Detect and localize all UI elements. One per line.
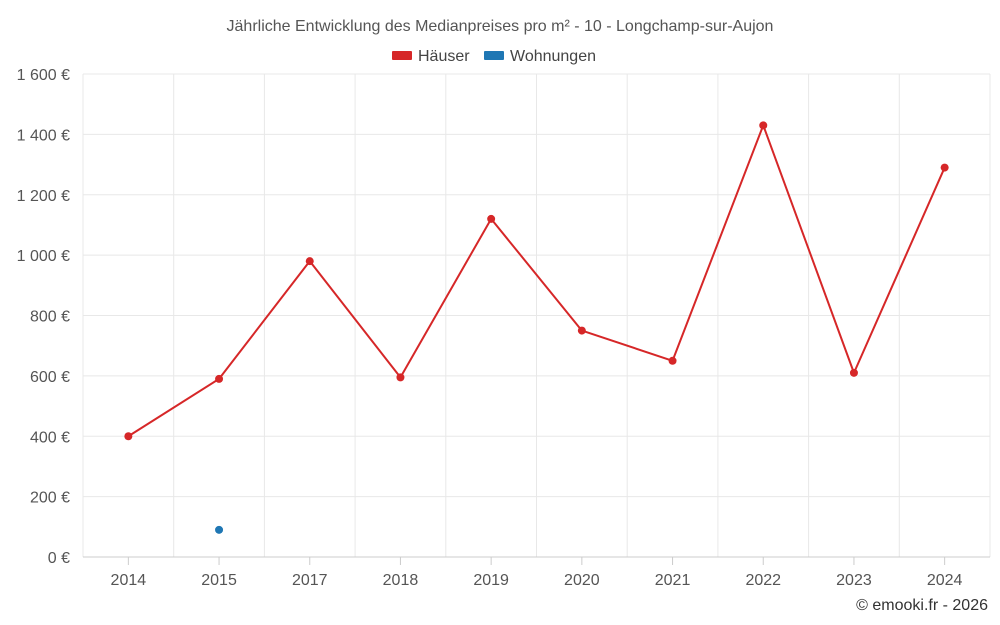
y-axis: 0 € 200 € 400 € 600 € 800 € 1 000 € 1 200 € 1 4… bbox=[17, 67, 70, 567]
x-tick-label: 2018 bbox=[383, 572, 419, 589]
y-tick-label: 0 € bbox=[48, 550, 70, 567]
x-tick-label: 2019 bbox=[473, 572, 509, 589]
y-tick-label: 1 600 € bbox=[17, 67, 70, 84]
x-tick-label: 2014 bbox=[111, 572, 147, 589]
credit-text: © emooki.fr - 2026 bbox=[856, 597, 988, 614]
gridlines bbox=[82, 73, 991, 557]
y-tick-label: 600 € bbox=[30, 369, 70, 386]
y-tick-label: 1 000 € bbox=[17, 248, 70, 265]
legend-label-apartments: Wohnungen bbox=[510, 48, 596, 65]
chart-title: Jährliche Entwicklung des Medianpreises … bbox=[227, 18, 774, 35]
data-point-houses[interactable] bbox=[124, 432, 133, 441]
legend-item-houses[interactable]: Häuser bbox=[392, 48, 470, 65]
data-point-houses[interactable] bbox=[577, 326, 586, 335]
y-tick-label: 1 200 € bbox=[17, 188, 70, 205]
y-tick-label: 200 € bbox=[30, 490, 70, 507]
y-tick-label: 1 400 € bbox=[17, 127, 70, 144]
x-tick-label: 2015 bbox=[201, 572, 237, 589]
x-tick-label: 2023 bbox=[836, 572, 872, 589]
x-tick-label: 2022 bbox=[745, 572, 781, 589]
x-tick-label: 2024 bbox=[927, 572, 963, 589]
data-point-houses[interactable] bbox=[759, 121, 768, 130]
data-point-houses[interactable] bbox=[215, 374, 224, 383]
data-point-houses[interactable] bbox=[940, 163, 949, 172]
y-tick-label: 400 € bbox=[30, 429, 70, 446]
x-tick-label: 2017 bbox=[292, 572, 328, 589]
legend-label-houses: Häuser bbox=[418, 48, 470, 65]
x-axis: 2014 2015 2017 2018 2019 2020 2021 2022 2023 2024 bbox=[83, 556, 990, 589]
data-point-houses[interactable] bbox=[668, 356, 677, 365]
legend-item-apartments[interactable]: Wohnungen bbox=[484, 48, 596, 65]
legend-swatch-apartments bbox=[484, 51, 504, 60]
y-tick-label: 800 € bbox=[30, 309, 70, 326]
x-tick-label: 2020 bbox=[564, 572, 600, 589]
data-point-houses[interactable] bbox=[305, 257, 314, 266]
legend: Häuser Wohnungen bbox=[392, 48, 596, 65]
x-tick-label: 2021 bbox=[655, 572, 691, 589]
series-layer bbox=[124, 121, 949, 534]
data-point-houses[interactable] bbox=[487, 214, 496, 223]
data-point-apartments[interactable] bbox=[215, 525, 224, 534]
data-point-houses[interactable] bbox=[849, 368, 858, 377]
legend-swatch-houses bbox=[392, 51, 412, 60]
data-point-houses[interactable] bbox=[396, 373, 405, 382]
series-line-houses bbox=[127, 124, 946, 438]
